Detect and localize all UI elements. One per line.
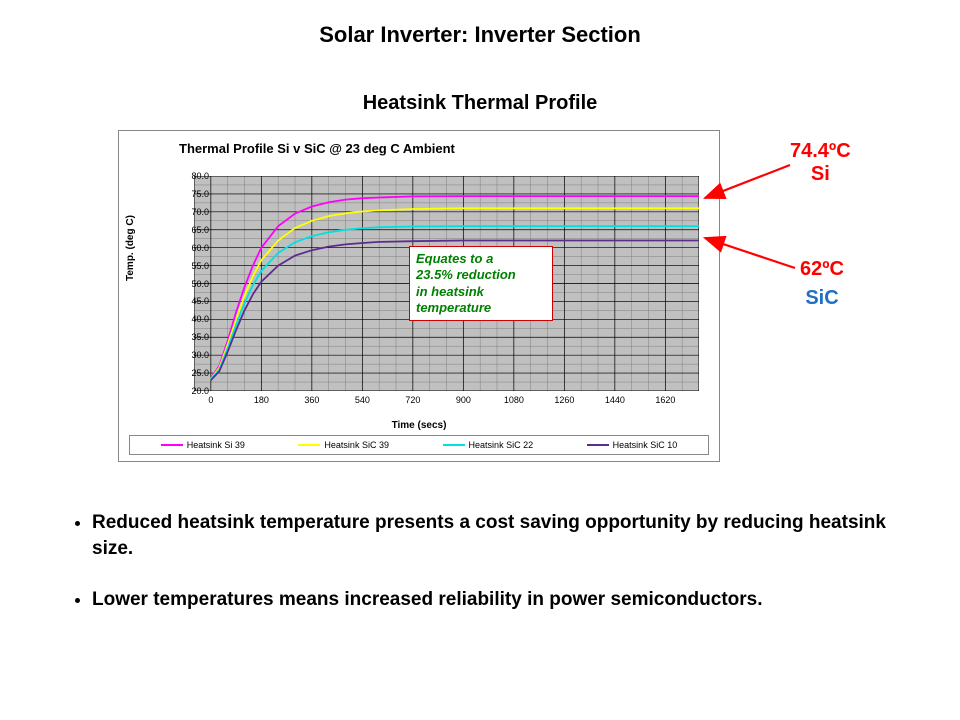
chart-legend: Heatsink Si 39 Heatsink SiC 39 Heatsink Si… [129, 435, 709, 455]
legend-label: Heatsink SiC 22 [469, 440, 534, 450]
chart-ytick: 25.0 [179, 368, 209, 378]
annotation-si-label: Si [790, 163, 851, 186]
bullet-item: Reduced heatsink temperature presents a … [92, 510, 900, 561]
legend-item: Heatsink SiC 39 [298, 440, 389, 450]
chart-ytick: 80.0 [179, 171, 209, 181]
chart-xtick: 360 [292, 395, 332, 405]
chart-xtick: 900 [443, 395, 483, 405]
legend-swatch [161, 444, 183, 446]
page-title: Solar Inverter: Inverter Section [0, 22, 960, 48]
chart-xtick: 1260 [544, 395, 584, 405]
chart-ytick: 40.0 [179, 314, 209, 324]
legend-label: Heatsink Si 39 [187, 440, 245, 450]
bullet-list: Reduced heatsink temperature presents a … [70, 510, 900, 639]
callout-line: 23.5% reduction [416, 267, 546, 283]
legend-swatch [587, 444, 609, 446]
chart-ytick: 45.0 [179, 296, 209, 306]
chart-ytick: 35.0 [179, 332, 209, 342]
annotation-si: 74.4ºC Si [790, 140, 851, 186]
chart-xtick: 1620 [645, 395, 685, 405]
chart-xtick: 1440 [595, 395, 635, 405]
chart-xlabel: Time (secs) [119, 420, 719, 431]
chart-ytick: 55.0 [179, 261, 209, 271]
bullet-item: Lower temperatures means increased relia… [92, 587, 900, 613]
legend-swatch [298, 444, 320, 446]
annotation-si-temp: 74.4ºC [790, 140, 851, 163]
callout-line: Equates to a [416, 251, 546, 267]
chart-xtick: 1080 [494, 395, 534, 405]
legend-label: Heatsink SiC 39 [324, 440, 389, 450]
chart-ytick: 75.0 [179, 189, 209, 199]
legend-swatch [443, 444, 465, 446]
chart-xtick: 180 [241, 395, 281, 405]
annotation-sic-temp: 62ºC [800, 258, 844, 281]
callout-line: in heatsink [416, 284, 546, 300]
chart-xtick: 0 [191, 395, 231, 405]
chart-ytick: 30.0 [179, 350, 209, 360]
chart-ytick: 50.0 [179, 279, 209, 289]
chart-xtick: 720 [393, 395, 433, 405]
page-subtitle: Heatsink Thermal Profile [0, 92, 960, 115]
chart-ylabel: Temp. (deg C) [125, 215, 136, 281]
chart-container: Thermal Profile Si v SiC @ 23 deg C Ambi… [118, 130, 720, 462]
annotation-sic-label: SiC [800, 287, 844, 310]
slide: Solar Inverter: Inverter Section Heatsin… [0, 0, 960, 720]
chart-callout: Equates to a23.5% reductionin heatsinkte… [409, 246, 553, 321]
callout-line: temperature [416, 300, 546, 316]
legend-label: Heatsink SiC 10 [613, 440, 678, 450]
legend-item: Heatsink SiC 10 [587, 440, 678, 450]
chart-xtick: 540 [342, 395, 382, 405]
annotation-sic: 62ºC SiC [800, 258, 844, 310]
chart-ytick: 65.0 [179, 225, 209, 235]
chart-ytick: 60.0 [179, 243, 209, 253]
legend-item: Heatsink Si 39 [161, 440, 245, 450]
chart-title: Thermal Profile Si v SiC @ 23 deg C Ambi… [179, 141, 455, 156]
legend-item: Heatsink SiC 22 [443, 440, 534, 450]
chart-ytick: 70.0 [179, 207, 209, 217]
